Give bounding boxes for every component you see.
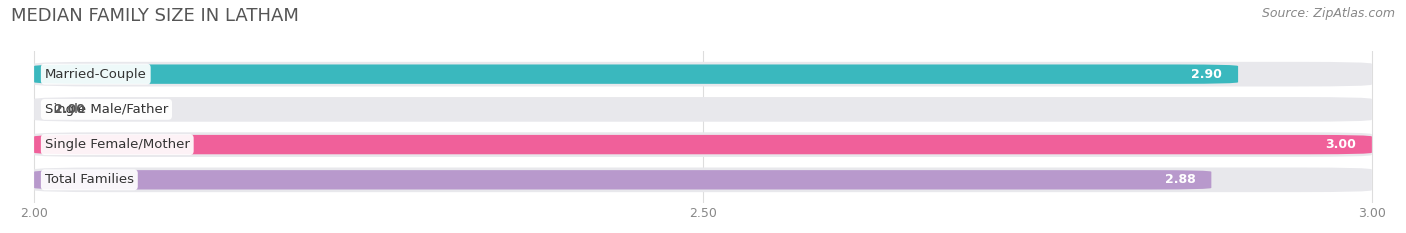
FancyBboxPatch shape [34,168,1372,192]
FancyBboxPatch shape [34,97,1372,122]
FancyBboxPatch shape [34,135,1372,154]
Text: 2.00: 2.00 [55,103,86,116]
Text: Married-Couple: Married-Couple [45,68,146,81]
FancyBboxPatch shape [34,132,1372,157]
Text: Single Male/Father: Single Male/Father [45,103,169,116]
FancyBboxPatch shape [34,170,1212,189]
Text: 2.88: 2.88 [1164,173,1195,186]
Text: Source: ZipAtlas.com: Source: ZipAtlas.com [1261,7,1395,20]
FancyBboxPatch shape [34,65,1239,84]
Text: 3.00: 3.00 [1324,138,1355,151]
Text: Total Families: Total Families [45,173,134,186]
Text: MEDIAN FAMILY SIZE IN LATHAM: MEDIAN FAMILY SIZE IN LATHAM [11,7,299,25]
FancyBboxPatch shape [34,62,1372,86]
Text: 2.90: 2.90 [1191,68,1222,81]
Text: Single Female/Mother: Single Female/Mother [45,138,190,151]
